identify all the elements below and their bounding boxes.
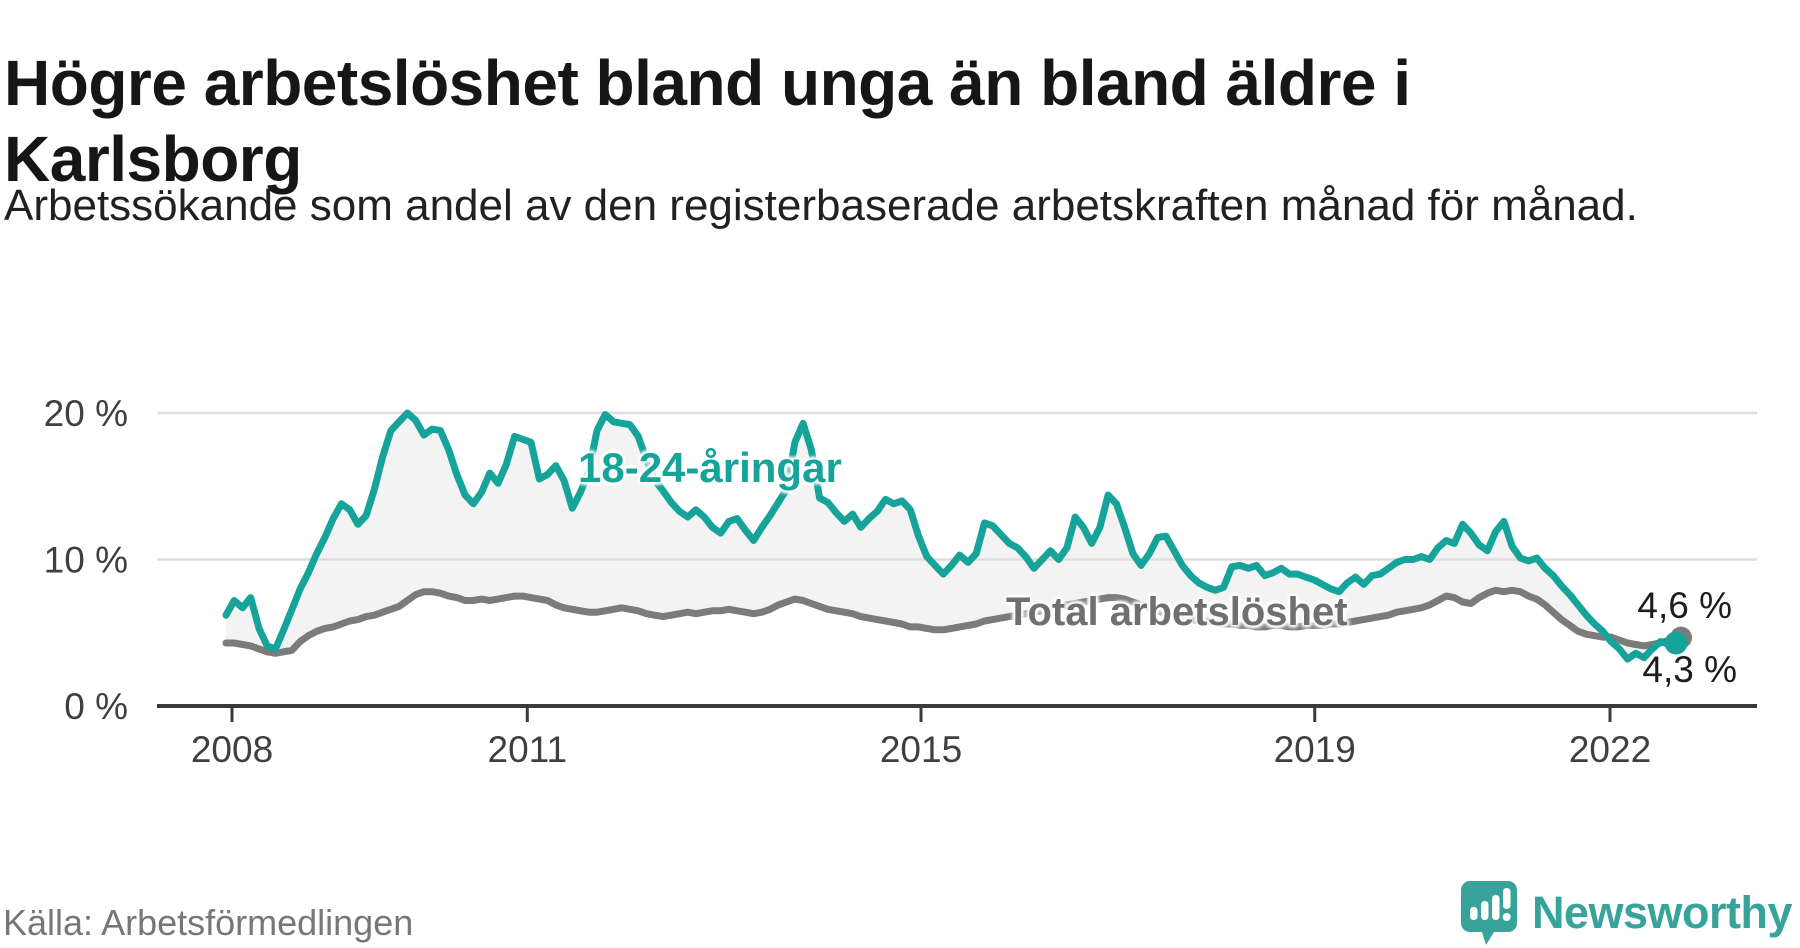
total-unemployment-line — [222, 586, 1681, 657]
series-label-total: Total arbetslöshet — [1006, 590, 1348, 634]
x-tick-label-2008: 2008 — [191, 729, 273, 770]
series-label-youth: 18-24-åringar — [578, 444, 842, 491]
x-tick-label-2022: 2022 — [1569, 729, 1651, 770]
brand-wordmark: Newsworthy — [1531, 887, 1793, 938]
page-title: Högre arbetslöshet bland unga än bland ä… — [4, 46, 1411, 195]
end-value-label-total: 4,6 % — [1637, 585, 1732, 626]
chart-subtitle: Arbetssökande som andel av den registerb… — [4, 181, 1638, 230]
youth-unemployment-line — [222, 409, 1681, 663]
bar-chart-bubble-icon — [1460, 881, 1517, 945]
x-tick-label-2019: 2019 — [1274, 729, 1356, 770]
end-value-label-youth: 4,3 % — [1642, 649, 1737, 690]
x-tick-label-2015: 2015 — [880, 729, 962, 770]
y-tick-label-20: 20 % — [44, 393, 128, 434]
y-tick-label-10: 10 % — [44, 540, 128, 581]
newsworthy-logo: Newsworthy — [1460, 880, 1793, 946]
source-credit: Källa: Arbetsförmedlingen — [3, 902, 414, 943]
youth-end-dot — [1664, 631, 1688, 655]
y-tick-label-0: 0 % — [64, 686, 128, 727]
x-tick-label-2011: 2011 — [488, 729, 568, 770]
